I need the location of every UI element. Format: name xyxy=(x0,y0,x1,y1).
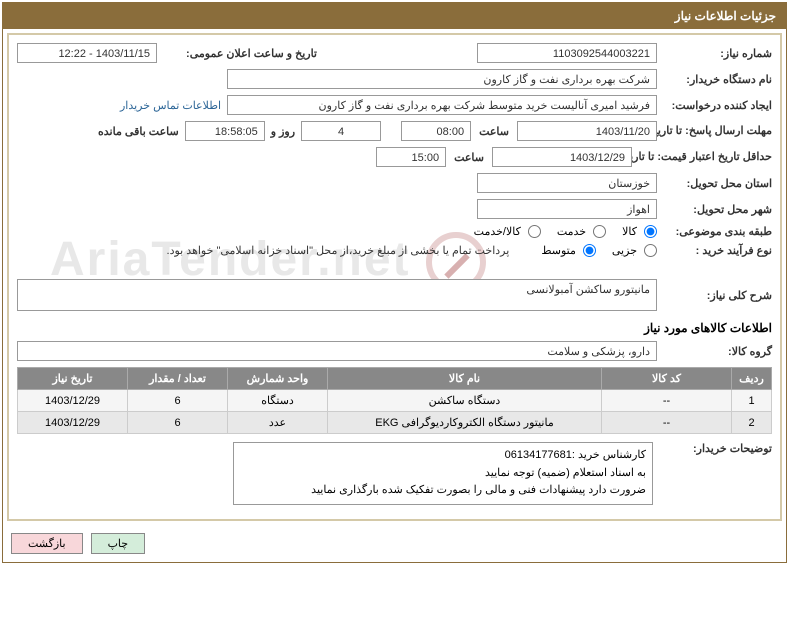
province-label: استان محل تحویل: xyxy=(657,177,772,190)
contact-link[interactable]: اطلاعات تماس خریدار xyxy=(114,99,227,112)
city-label: شهر محل تحویل: xyxy=(657,203,772,216)
cell-unit: دستگاه xyxy=(228,390,328,412)
goods-group-label: گروه کالا: xyxy=(657,345,772,358)
th-code: کد کالا xyxy=(602,368,732,390)
announce-date-label: تاریخ و ساعت اعلان عمومی: xyxy=(157,47,317,60)
table-row: 2 -- مانیتور دستگاه الکتروکاردیوگرافی EK… xyxy=(18,412,772,434)
cell-name: مانیتور دستگاه الکتروکاردیوگرافی EKG xyxy=(328,412,602,434)
announce-date-field: 1403/11/15 - 12:22 xyxy=(17,43,157,63)
row-need-number: شماره نیاز: 1103092544003221 تاریخ و ساع… xyxy=(17,43,772,63)
process-radio-group: جزیی متوسط xyxy=(529,244,657,257)
back-button[interactable]: بازگشت xyxy=(11,533,83,554)
goods-section-title: اطلاعات کالاهای مورد نیاز xyxy=(17,321,772,335)
validity-label: حداقل تاریخ اعتبار قیمت: تا تاریخ: xyxy=(632,150,772,164)
buyer-note-line: به اسناد استعلام (ضمیه) توجه نمایید xyxy=(240,465,646,483)
cell-code: -- xyxy=(602,390,732,412)
buyer-org-field: شرکت بهره برداری نفت و گاز کارون xyxy=(227,69,657,89)
cell-name: دستگاه ساکشن xyxy=(328,390,602,412)
form-panel: شماره نیاز: 1103092544003221 تاریخ و ساع… xyxy=(7,33,782,521)
buyer-note-line: کارشناس خرید :06134177681 xyxy=(240,447,646,465)
goods-table: ردیف کد کالا نام کالا واحد شمارش تعداد /… xyxy=(17,367,772,434)
requester-label: ایجاد کننده درخواست: xyxy=(657,99,772,112)
row-requester: ایجاد کننده درخواست: فرشید امیری آنالیست… xyxy=(17,95,772,115)
deadline-time-field: 08:00 xyxy=(401,121,471,141)
row-goods-group: گروه کالا: دارو، پزشکی و سلامت xyxy=(17,341,772,361)
th-date: تاریخ نیاز xyxy=(18,368,128,390)
time-label-2: ساعت xyxy=(446,151,492,164)
radio-both[interactable] xyxy=(528,225,541,238)
radio-service-label: خدمت xyxy=(557,225,586,238)
radio-medium-label: متوسط xyxy=(541,244,576,257)
page-header: جزئیات اطلاعات نیاز xyxy=(3,3,786,29)
deadline-label: مهلت ارسال پاسخ: تا تاریخ: xyxy=(657,124,772,138)
validity-time-field: 15:00 xyxy=(376,147,446,167)
remaining-label: ساعت باقی مانده xyxy=(92,125,185,138)
buyer-org-label: نام دستگاه خریدار: xyxy=(657,73,772,86)
row-deadline: مهلت ارسال پاسخ: تا تاریخ: 1403/11/20 سا… xyxy=(17,121,772,141)
cell-code: -- xyxy=(602,412,732,434)
radio-service[interactable] xyxy=(593,225,606,238)
need-number-field: 1103092544003221 xyxy=(477,43,657,63)
cell-date: 1403/12/29 xyxy=(18,390,128,412)
days-remaining-field: 4 xyxy=(301,121,381,141)
goods-group-field: دارو، پزشکی و سلامت xyxy=(17,341,657,361)
th-row: ردیف xyxy=(732,368,772,390)
table-row: 1 -- دستگاه ساکشن دستگاه 6 1403/12/29 xyxy=(18,390,772,412)
city-field: اهواز xyxy=(477,199,657,219)
cell-qty: 6 xyxy=(128,390,228,412)
buyer-notes-box: کارشناس خرید :06134177681 به اسناد استعل… xyxy=(233,442,653,505)
radio-minor-label: جزیی xyxy=(612,244,637,257)
row-buyer-notes: توضیحات خریدار: کارشناس خرید :0613417768… xyxy=(17,442,772,505)
radio-both-label: کالا/خدمت xyxy=(474,225,521,238)
row-overview: شرح کلی نیاز: مانیتورو ساکشن آمبولانسی xyxy=(17,279,772,311)
days-label: روز و xyxy=(265,125,301,138)
cell-unit: عدد xyxy=(228,412,328,434)
row-buyer-org: نام دستگاه خریدار: شرکت بهره برداری نفت … xyxy=(17,69,772,89)
category-radio-group: کالا خدمت کالا/خدمت xyxy=(462,225,657,238)
row-validity: حداقل تاریخ اعتبار قیمت: تا تاریخ: 1403/… xyxy=(17,147,772,167)
th-name: نام کالا xyxy=(328,368,602,390)
main-container: جزئیات اطلاعات نیاز شماره نیاز: 11030925… xyxy=(2,2,787,563)
radio-minor[interactable] xyxy=(644,244,657,257)
radio-medium[interactable] xyxy=(583,244,596,257)
cell-n: 1 xyxy=(732,390,772,412)
time-remaining-field: 18:58:05 xyxy=(185,121,265,141)
province-field: خوزستان xyxy=(477,173,657,193)
overview-field: مانیتورو ساکشن آمبولانسی xyxy=(17,279,657,311)
row-province: استان محل تحویل: خوزستان xyxy=(17,173,772,193)
radio-goods[interactable] xyxy=(644,225,657,238)
cell-qty: 6 xyxy=(128,412,228,434)
row-process: نوع فرآیند خرید : جزیی متوسط پرداخت تمام… xyxy=(17,244,772,257)
row-city: شهر محل تحویل: اهواز xyxy=(17,199,772,219)
row-category: طبقه بندی موضوعی: کالا خدمت کالا/خدمت xyxy=(17,225,772,238)
buyer-note-line: ضرورت دارد پیشنهادات فنی و مالی را بصورت… xyxy=(240,482,646,500)
overview-label: شرح کلی نیاز: xyxy=(657,289,772,302)
time-label-1: ساعت xyxy=(471,125,517,138)
buyer-notes-label: توضیحات خریدار: xyxy=(657,442,772,455)
th-qty: تعداد / مقدار xyxy=(128,368,228,390)
need-number-label: شماره نیاز: xyxy=(657,47,772,60)
category-label: طبقه بندی موضوعی: xyxy=(657,225,772,238)
payment-note: پرداخت تمام یا بخشی از مبلغ خرید،از محل … xyxy=(167,244,510,257)
th-unit: واحد شمارش xyxy=(228,368,328,390)
cell-n: 2 xyxy=(732,412,772,434)
print-button[interactable]: چاپ xyxy=(91,533,146,554)
deadline-date-field: 1403/11/20 xyxy=(517,121,657,141)
cell-date: 1403/12/29 xyxy=(18,412,128,434)
page-title: جزئیات اطلاعات نیاز xyxy=(675,9,776,23)
radio-goods-label: کالا xyxy=(622,225,637,238)
button-bar: چاپ بازگشت xyxy=(3,525,786,562)
requester-field: فرشید امیری آنالیست خرید متوسط شرکت بهره… xyxy=(227,95,657,115)
validity-date-field: 1403/12/29 xyxy=(492,147,632,167)
process-label: نوع فرآیند خرید : xyxy=(657,244,772,257)
